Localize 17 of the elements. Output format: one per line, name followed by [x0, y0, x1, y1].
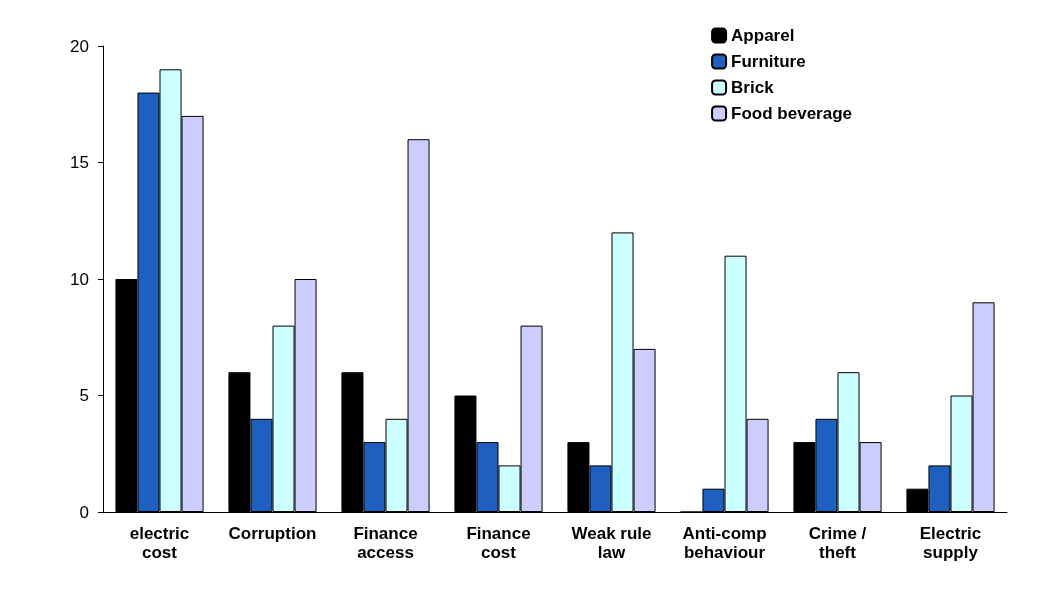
y-tick-label: 10 [70, 269, 89, 289]
x-tick-label: Crime / theft [808, 524, 867, 562]
x-tick-label: Finance cost [466, 524, 531, 562]
legend-label: Apparel [731, 26, 795, 45]
y-tick-label: 15 [70, 153, 89, 172]
legend-label: Furniture [731, 52, 806, 71]
legend-label: Food beverage [731, 104, 852, 123]
legend-label: Brick [731, 78, 775, 97]
y-tick-label: 20 [70, 36, 89, 56]
x-tick-label: Anti-comp behaviour [682, 524, 767, 562]
x-tick-label: Corruption [228, 524, 317, 543]
x-tick-label: electric cost [129, 524, 190, 562]
y-tick-label: 0 [79, 502, 89, 522]
x-tick-label: Finance access [353, 524, 418, 562]
y-tick-label: 5 [79, 386, 89, 405]
x-tick-label: Electric supply [919, 524, 982, 562]
x-tick-label: Weak rule law [571, 524, 652, 562]
